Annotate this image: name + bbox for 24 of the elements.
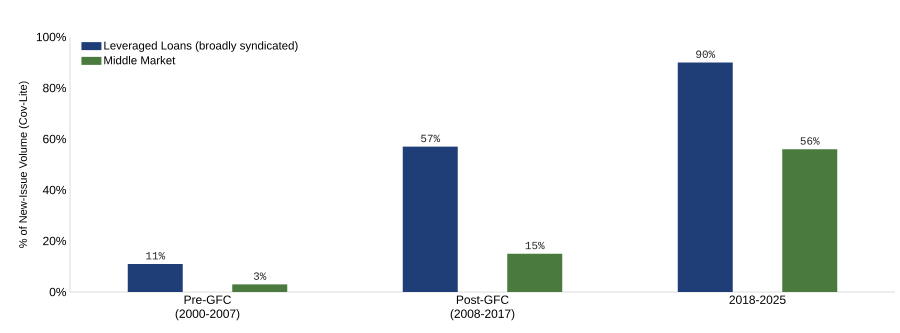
x-tick-label: 2018-2025 [730, 296, 786, 304]
y-tick-label: 20% [43, 236, 66, 246]
y-tick-label: 0% [50, 288, 66, 296]
data-label: 15% [526, 242, 545, 250]
y-tick-label: 60% [43, 134, 66, 144]
bar [128, 264, 183, 292]
bar [678, 62, 733, 292]
bar [402, 146, 458, 292]
y-axis-title: % of New-Issue Volume (Cov-Lite) [18, 81, 30, 248]
data-label: 3% [254, 272, 266, 280]
legend-label: Middle Market [104, 56, 176, 64]
legend-label: Leveraged Loans (broadly syndicated) [104, 41, 298, 52]
data-label: 57% [421, 134, 440, 142]
data-label: 90% [696, 50, 716, 58]
bar [232, 284, 288, 292]
data-label: 56% [800, 137, 820, 145]
data-label: 11% [146, 252, 166, 260]
y-tick-label: 100% [36, 32, 66, 42]
y-tick-label: 40% [42, 186, 66, 194]
bar [782, 149, 838, 292]
y-tick-label: 80% [43, 84, 66, 92]
bar [507, 254, 562, 292]
x-tick-label: Post-GFC (2008-2017) [450, 296, 514, 320]
x-tick-label: Pre-GFC (2000-2007) [176, 296, 240, 320]
